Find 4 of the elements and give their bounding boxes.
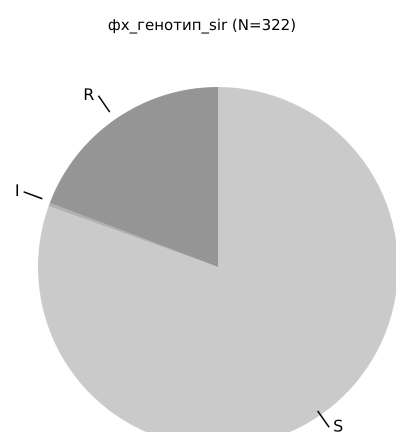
slice-label: I (14, 181, 20, 200)
slice-label: R (83, 85, 94, 104)
chart-title: фх_генотип_sir (N=322) (108, 16, 296, 34)
slice-label: S (333, 416, 344, 436)
